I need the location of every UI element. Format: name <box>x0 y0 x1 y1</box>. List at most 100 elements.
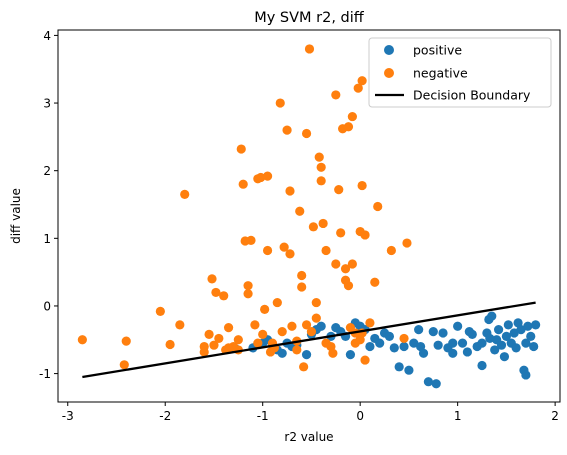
negative-point <box>306 327 317 337</box>
positive-point <box>457 338 468 348</box>
negative-point <box>297 282 307 292</box>
negative-point <box>243 281 253 291</box>
legend-marker-positive <box>384 45 394 55</box>
positive-point <box>448 338 458 348</box>
negative-point <box>316 176 326 186</box>
legend-marker-negative <box>384 68 394 78</box>
positive-point <box>453 321 463 331</box>
negative-point <box>204 329 214 339</box>
negative-point <box>279 242 289 252</box>
plot-area <box>57 29 561 403</box>
negative-point <box>258 329 268 339</box>
positive-point <box>521 338 531 348</box>
negative-point <box>311 313 321 323</box>
legend-label-boundary: Decision Boundary <box>413 88 531 103</box>
negative-point <box>301 320 312 330</box>
negative-point <box>357 180 367 191</box>
negative-point <box>347 111 357 122</box>
x-tick-label: 2 <box>551 409 559 423</box>
negative-point <box>211 287 221 298</box>
negative-point <box>219 291 229 301</box>
negative-point <box>238 179 248 189</box>
negative-point <box>246 235 256 245</box>
negative-point <box>301 128 312 139</box>
negative-point <box>155 306 165 316</box>
negative-point <box>360 230 370 240</box>
negative-point <box>328 348 338 358</box>
negative-point <box>275 98 285 108</box>
negative-point <box>233 335 243 345</box>
x-axis-label: r2 value <box>284 430 333 444</box>
positive-point <box>404 365 414 375</box>
positive-point <box>409 338 419 348</box>
negative-point <box>353 83 363 93</box>
y-tick-label: 0 <box>43 299 51 313</box>
y-axis-label: diff value <box>9 188 23 244</box>
negative-point <box>260 304 270 314</box>
positive-point <box>477 360 487 371</box>
positive-point <box>414 325 424 335</box>
x-tick-label: -2 <box>159 409 171 423</box>
negative-point <box>304 44 315 54</box>
positive-point <box>394 362 404 372</box>
negative-point <box>243 289 253 299</box>
negative-point <box>262 245 273 256</box>
positive-point <box>501 331 511 341</box>
negative-point <box>285 186 295 196</box>
positive-point <box>301 350 312 360</box>
x-tick-label: -3 <box>62 409 74 423</box>
negative-point <box>357 76 367 86</box>
negative-point <box>343 122 354 132</box>
negative-point <box>272 297 282 308</box>
positive-point <box>464 327 474 337</box>
negative-point <box>180 189 190 199</box>
positive-point <box>431 379 441 389</box>
positive-point <box>365 341 375 352</box>
x-tick-label: 1 <box>454 409 462 423</box>
x-tick-label: 0 <box>356 409 364 423</box>
negative-point <box>253 338 263 348</box>
negative-point <box>402 238 412 248</box>
y-tick-label: 4 <box>43 29 51 43</box>
positive-point <box>511 343 521 353</box>
negative-point <box>373 201 383 212</box>
negative-point <box>214 333 224 344</box>
negative-point <box>399 333 409 344</box>
positive-point <box>399 341 409 352</box>
negative-point <box>295 206 305 216</box>
legend-box <box>368 37 552 108</box>
negative-point <box>207 274 217 284</box>
negative-point <box>277 327 287 337</box>
negative-point <box>121 336 131 346</box>
negative-point <box>331 259 341 269</box>
negative-point <box>370 277 380 287</box>
y-tick-label: 1 <box>43 232 51 246</box>
positive-point <box>485 333 495 344</box>
positive-point <box>496 340 507 350</box>
positive-point <box>416 341 426 352</box>
positive-point <box>375 338 385 348</box>
positive-point <box>438 328 448 338</box>
negative-point <box>386 245 396 256</box>
negative-point <box>282 125 292 135</box>
negative-point <box>360 355 370 365</box>
y-tick-label: 3 <box>43 97 51 111</box>
negative-point <box>340 264 351 274</box>
negative-point <box>223 323 234 333</box>
negative-point <box>285 249 295 259</box>
positive-point <box>509 328 519 338</box>
negative-point <box>287 321 297 331</box>
positive-point <box>316 321 326 331</box>
positive-point <box>521 370 531 380</box>
positive-point <box>345 350 356 360</box>
negative-point <box>343 281 354 291</box>
positive-point <box>499 352 510 362</box>
ticks-layer: -3 -2 -1 0 1 2 -1 0 1 2 3 4 <box>39 29 559 423</box>
positive-point <box>516 325 526 335</box>
positive-point <box>433 340 443 350</box>
negative-point <box>223 343 234 353</box>
points-layer <box>77 44 541 389</box>
decision-boundary-line <box>82 301 536 379</box>
